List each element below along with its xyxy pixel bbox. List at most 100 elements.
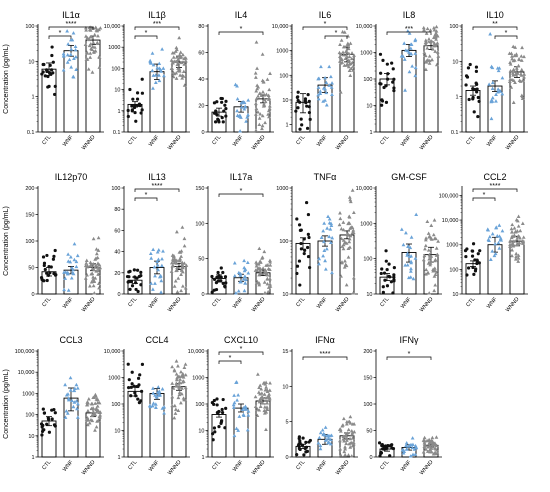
data-point xyxy=(178,55,182,60)
data-point xyxy=(433,43,438,48)
data-point xyxy=(127,378,131,382)
data-point xyxy=(467,97,471,102)
data-point xyxy=(306,254,311,259)
significance-label: * xyxy=(335,30,338,37)
data-point xyxy=(219,279,223,283)
data-point xyxy=(261,90,265,94)
y-tick-label: 60 xyxy=(198,51,204,57)
data-point xyxy=(234,426,239,431)
data-point xyxy=(478,249,482,253)
data-point xyxy=(346,427,351,432)
data-point xyxy=(254,264,259,268)
data-point xyxy=(345,431,350,435)
data-point xyxy=(316,96,321,101)
data-point xyxy=(242,265,247,270)
data-point xyxy=(255,372,260,376)
data-point xyxy=(421,450,426,454)
data-point xyxy=(424,236,428,240)
data-point xyxy=(265,77,270,81)
data-point xyxy=(175,268,179,272)
y-tick-label: 10 xyxy=(28,59,34,65)
data-point xyxy=(175,289,180,294)
data-point xyxy=(339,236,344,241)
data-point xyxy=(239,105,244,109)
data-point xyxy=(160,387,165,391)
data-point xyxy=(263,267,268,272)
data-point xyxy=(172,59,177,63)
data-point xyxy=(221,120,225,124)
data-point xyxy=(174,258,179,262)
data-point xyxy=(298,228,303,232)
y-tick-label: 100 xyxy=(195,221,204,227)
data-point xyxy=(423,237,428,242)
data-point xyxy=(379,71,383,75)
data-point xyxy=(151,86,155,90)
y-tick-label: 1000 xyxy=(276,49,288,55)
category-label: WNF xyxy=(62,459,75,473)
data-point xyxy=(435,252,440,257)
data-point xyxy=(71,74,76,79)
data-point xyxy=(515,219,520,223)
data-point xyxy=(304,440,308,444)
data-point xyxy=(179,391,184,396)
data-point xyxy=(299,247,304,251)
data-point xyxy=(130,382,134,386)
data-point xyxy=(425,26,430,31)
data-point xyxy=(161,249,165,253)
data-point xyxy=(90,47,94,52)
data-point xyxy=(392,273,396,277)
data-point xyxy=(344,49,348,53)
data-point xyxy=(156,393,161,397)
data-point xyxy=(305,104,309,108)
data-point xyxy=(182,365,187,369)
data-point xyxy=(179,254,184,258)
data-point xyxy=(428,39,433,44)
data-point xyxy=(264,396,268,400)
data-point xyxy=(70,38,75,42)
data-point xyxy=(268,282,272,286)
significance-bracket xyxy=(218,31,264,35)
data-point xyxy=(344,438,349,442)
data-point xyxy=(434,29,439,33)
data-point xyxy=(471,242,476,246)
data-point xyxy=(95,41,100,46)
data-point xyxy=(344,441,349,445)
data-point xyxy=(253,101,258,106)
data-point xyxy=(520,238,525,243)
data-point xyxy=(173,411,178,415)
data-point xyxy=(321,86,326,90)
data-point xyxy=(262,249,267,254)
data-point xyxy=(93,265,97,269)
data-point xyxy=(509,51,514,55)
data-point xyxy=(434,246,439,250)
data-point xyxy=(128,287,132,291)
category-label: WNND xyxy=(419,134,435,151)
significance-bracket xyxy=(48,35,72,39)
y-tick-label: 0 xyxy=(201,130,204,136)
data-point xyxy=(61,51,66,56)
data-point xyxy=(71,56,76,60)
data-point xyxy=(338,211,342,215)
data-point xyxy=(181,265,185,270)
significance-label: **** xyxy=(320,351,331,358)
category-label: WNND xyxy=(81,459,97,476)
data-point xyxy=(318,446,323,451)
data-point xyxy=(472,272,476,276)
data-point xyxy=(519,67,524,72)
data-point xyxy=(509,226,514,231)
data-point xyxy=(257,246,262,251)
data-point xyxy=(519,54,524,58)
data-point xyxy=(421,25,426,30)
data-point xyxy=(264,407,269,411)
data-point xyxy=(406,48,410,53)
data-point xyxy=(517,78,522,82)
data-point xyxy=(474,69,479,73)
data-point xyxy=(381,285,385,289)
data-point xyxy=(347,239,352,244)
data-point xyxy=(128,269,132,273)
y-tick-label: 1 xyxy=(117,455,120,461)
data-point xyxy=(510,253,514,258)
data-point xyxy=(389,280,393,284)
data-point xyxy=(433,258,438,262)
data-point xyxy=(463,249,468,253)
